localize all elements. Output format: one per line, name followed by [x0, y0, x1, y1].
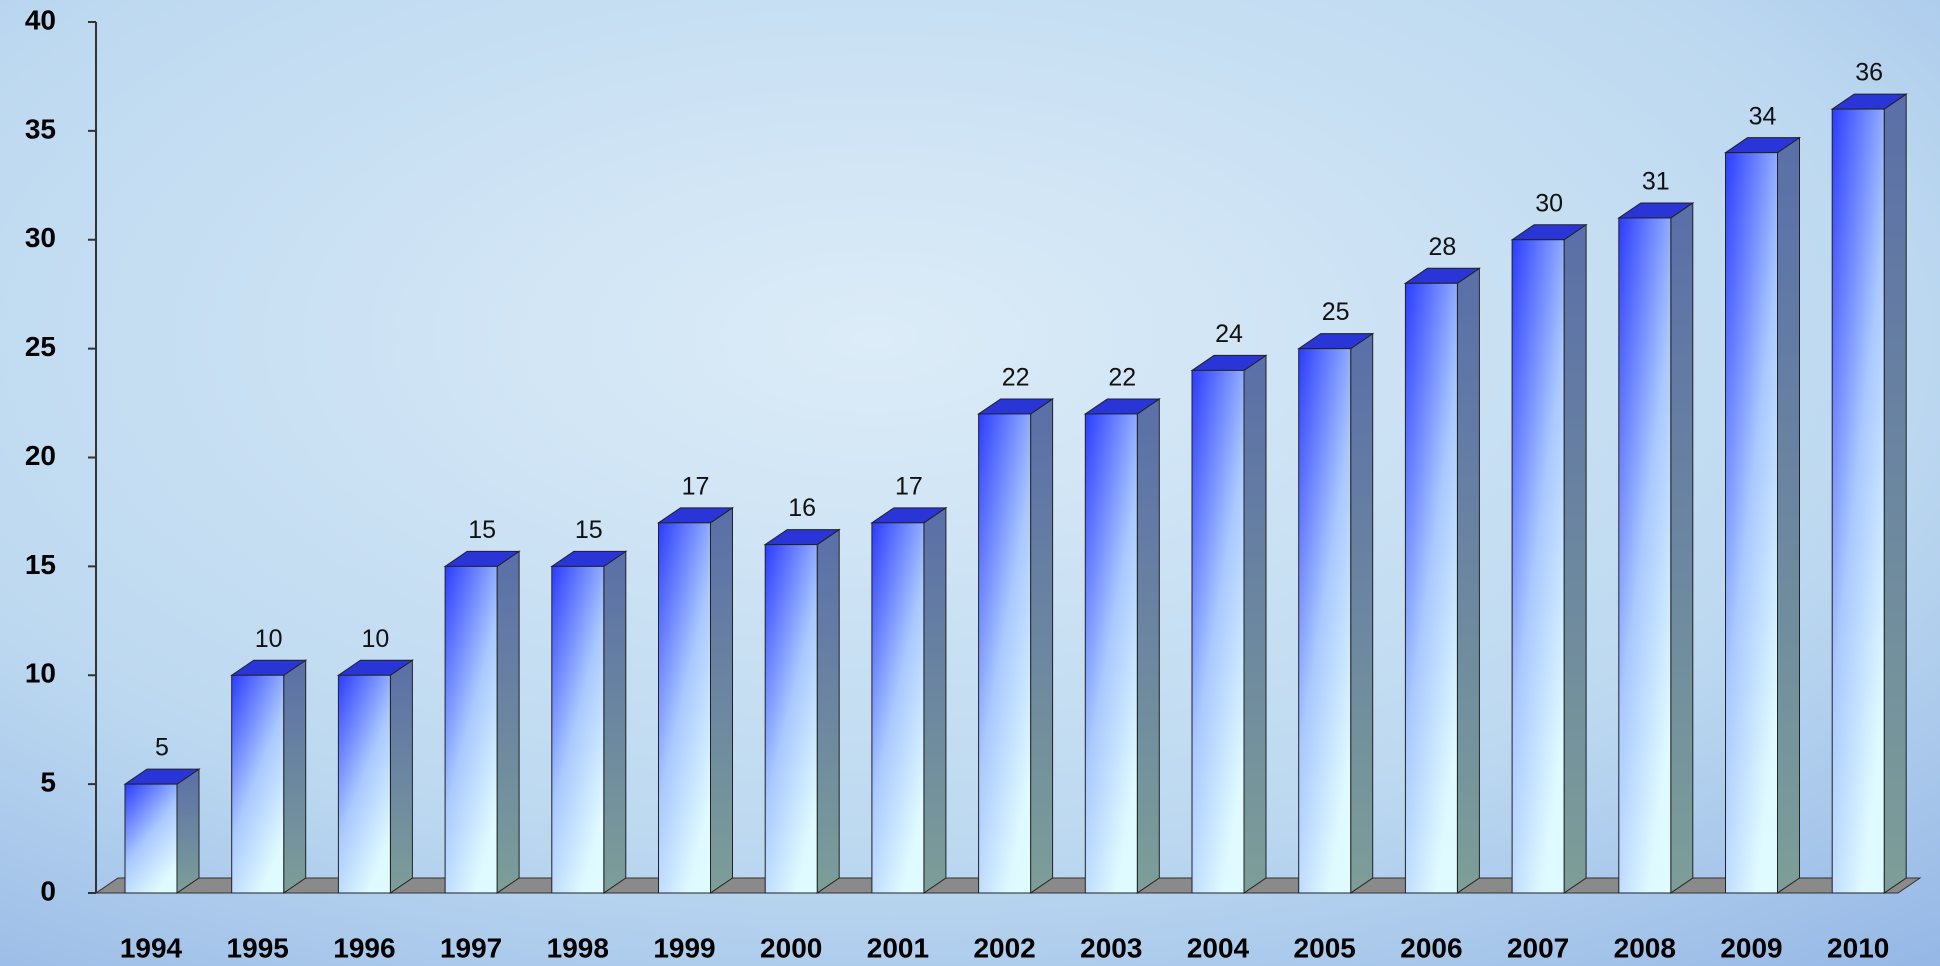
bar-side	[1244, 355, 1266, 893]
bar	[338, 675, 390, 893]
value-label: 25	[1322, 298, 1350, 326]
y-tick-label: 35	[25, 113, 56, 144]
x-tick-label: 1996	[333, 932, 395, 963]
x-tick-label: 2002	[973, 932, 1035, 963]
value-label: 10	[361, 625, 389, 653]
x-tick-label: 2008	[1614, 932, 1676, 963]
bar	[232, 675, 284, 893]
bar	[1192, 370, 1244, 893]
x-tick-label: 2000	[760, 932, 822, 963]
bar	[1405, 283, 1457, 893]
bar-side	[284, 660, 306, 893]
x-tick-label: 2003	[1080, 932, 1142, 963]
bar-side	[1564, 225, 1586, 893]
x-tick-label: 2006	[1400, 932, 1462, 963]
bar	[1085, 414, 1137, 893]
x-tick-label: 2005	[1294, 932, 1356, 963]
y-tick-label: 25	[25, 331, 56, 362]
bar-side	[711, 508, 733, 893]
bar-side	[1351, 334, 1373, 893]
x-tick-label: 2001	[867, 932, 929, 963]
bar-side	[1137, 399, 1159, 893]
bar-side	[177, 769, 199, 893]
value-label: 17	[895, 472, 923, 500]
x-tick-label: 1997	[440, 932, 502, 963]
bar	[445, 566, 497, 893]
value-label: 17	[682, 472, 710, 500]
bar-side	[497, 551, 519, 893]
bar-side	[1778, 138, 1800, 893]
x-tick-label: 1994	[120, 932, 183, 963]
bar	[979, 414, 1031, 893]
value-label: 36	[1855, 59, 1883, 87]
value-label: 30	[1535, 189, 1563, 217]
bar-side	[1884, 94, 1906, 893]
y-tick-label: 15	[25, 549, 56, 580]
value-label: 5	[155, 734, 169, 762]
bar	[1619, 218, 1671, 893]
y-tick-label: 10	[25, 658, 56, 689]
bar	[552, 566, 604, 893]
bar-side	[1671, 203, 1693, 893]
value-label: 10	[255, 625, 283, 653]
x-tick-label: 1995	[227, 932, 289, 963]
y-tick-label: 40	[25, 4, 56, 35]
x-tick-label: 1999	[653, 932, 715, 963]
value-label: 15	[575, 516, 603, 544]
value-label: 22	[1108, 364, 1136, 392]
value-label: 22	[1002, 364, 1030, 392]
value-label: 24	[1215, 320, 1243, 348]
bar	[1512, 240, 1564, 893]
value-label: 15	[468, 516, 496, 544]
bar	[872, 523, 924, 893]
bar-side	[390, 660, 412, 893]
y-tick-label: 20	[25, 440, 56, 471]
bar-side	[604, 551, 626, 893]
bar-side	[1031, 399, 1053, 893]
x-tick-label: 2004	[1187, 932, 1250, 963]
value-label: 34	[1749, 102, 1777, 130]
bar-side	[817, 530, 839, 893]
x-tick-label: 1998	[547, 932, 609, 963]
value-label: 28	[1428, 233, 1456, 261]
bar	[1832, 109, 1884, 893]
bar	[659, 523, 711, 893]
value-label: 16	[788, 494, 816, 522]
chart: 0 5 10 15 20 25 30 35 40 5 1994 10 1995 10 1996 15 1997 1…	[0, 0, 1940, 966]
bar-side	[924, 508, 946, 893]
bar	[125, 784, 177, 893]
y-tick-label: 0	[40, 875, 56, 906]
y-tick-label: 5	[40, 767, 56, 798]
x-tick-label: 2009	[1720, 932, 1782, 963]
x-tick-label: 2010	[1827, 932, 1889, 963]
value-label: 31	[1642, 168, 1670, 196]
bar	[1726, 153, 1778, 893]
bar	[1299, 349, 1351, 893]
y-tick-label: 30	[25, 222, 56, 253]
bar	[765, 545, 817, 893]
x-tick-label: 2007	[1507, 932, 1569, 963]
bar-side	[1457, 268, 1479, 893]
